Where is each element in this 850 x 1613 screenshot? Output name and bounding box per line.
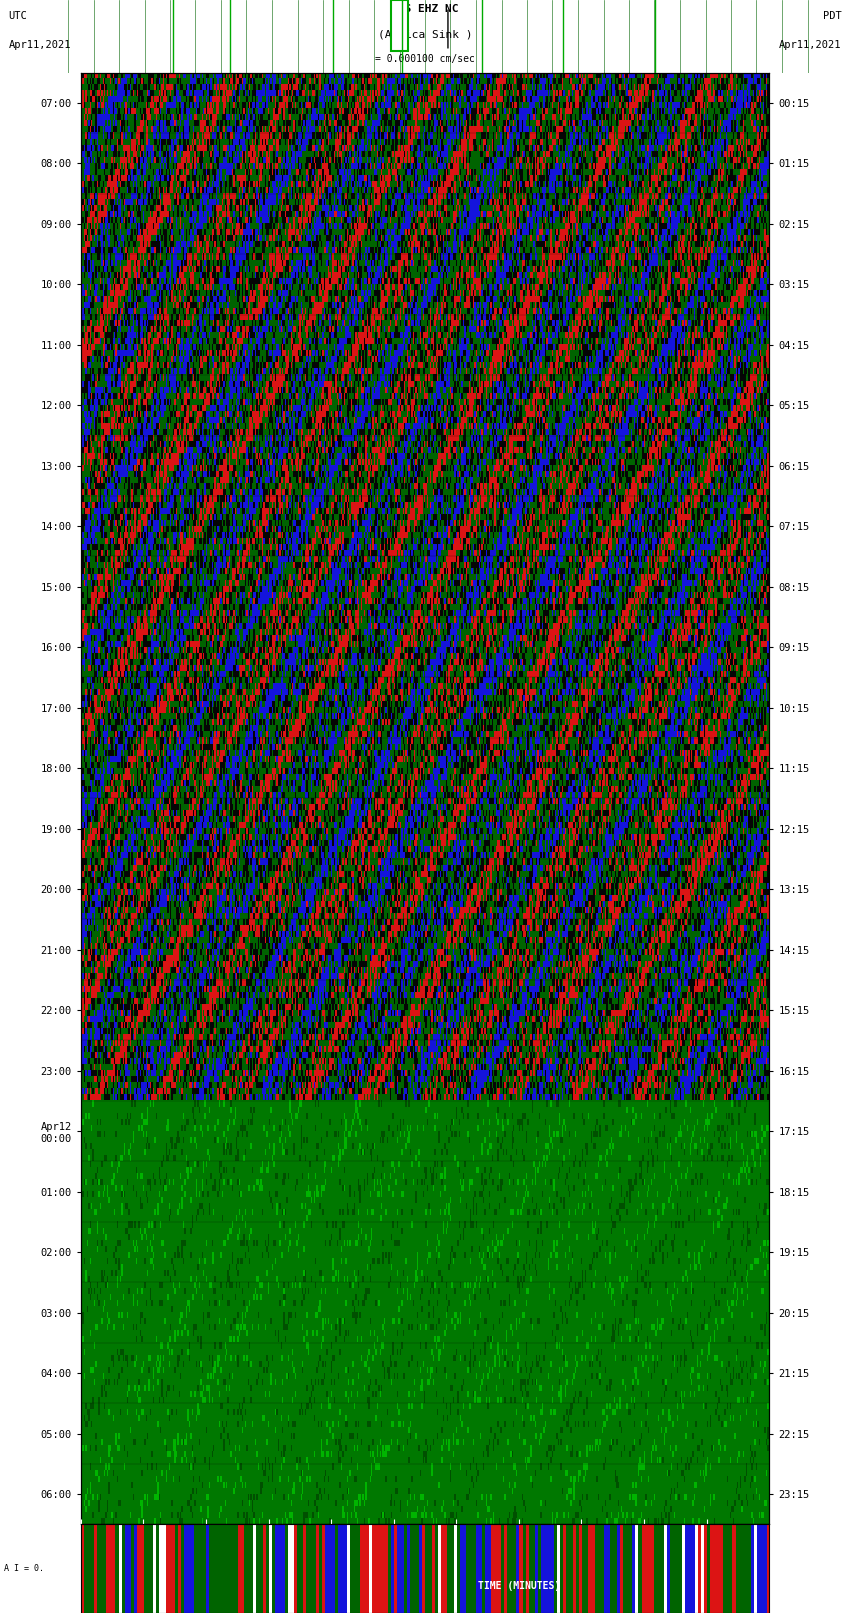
- Text: TIME (MINUTES): TIME (MINUTES): [478, 1581, 560, 1592]
- Text: UTC: UTC: [8, 11, 27, 21]
- Text: Apr11,2021: Apr11,2021: [8, 40, 71, 50]
- Bar: [390, 0, 408, 52]
- Text: LAS EHZ NC: LAS EHZ NC: [391, 3, 459, 13]
- Text: (Arnica Sink ): (Arnica Sink ): [377, 29, 473, 39]
- Text: PDT: PDT: [823, 11, 842, 21]
- Text: A I = 0.: A I = 0.: [4, 1565, 44, 1573]
- Text: Apr11,2021: Apr11,2021: [779, 40, 842, 50]
- Text: = 0.000100 cm/sec: = 0.000100 cm/sec: [375, 55, 475, 65]
